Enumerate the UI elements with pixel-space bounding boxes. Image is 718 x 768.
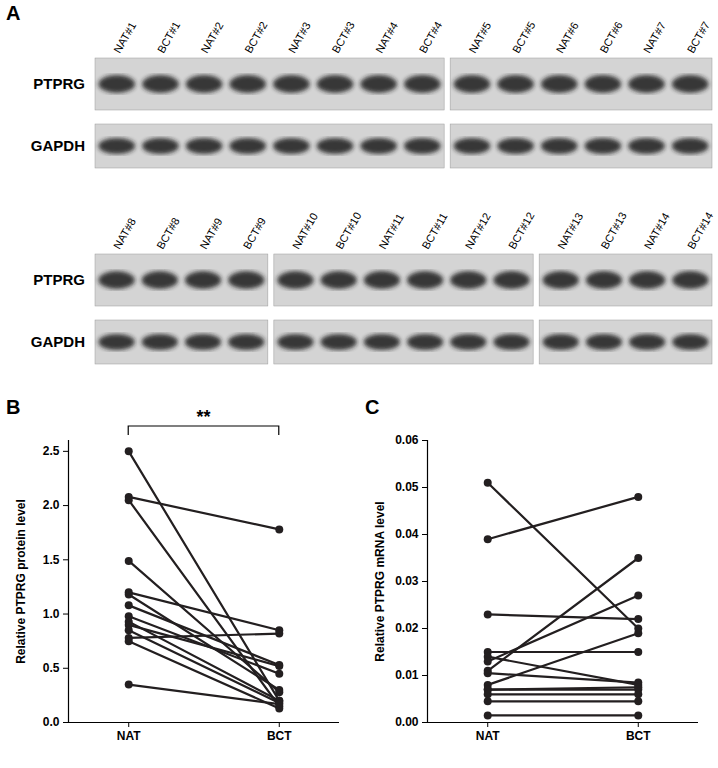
svg-text:BCT#13: BCT#13 [598,210,629,251]
svg-text:0.02: 0.02 [395,621,419,635]
svg-text:1.0: 1.0 [43,607,60,621]
svg-text:BCT#2: BCT#2 [242,19,270,55]
svg-text:Relative PTPRG mRNA level: Relative PTPRG mRNA level [373,501,387,661]
html-text:B: B [6,396,21,418]
svg-text:BCT#9: BCT#9 [241,215,269,251]
svg-text:2.0: 2.0 [43,498,60,512]
svg-text:NAT#10: NAT#10 [290,211,320,251]
svg-text:NAT: NAT [117,729,141,743]
svg-text:NAT#1: NAT#1 [111,20,138,55]
svg-text:Relative PTPRG protein level: Relative PTPRG protein level [14,499,28,664]
svg-text:0.03: 0.03 [395,574,419,588]
svg-text:0.04: 0.04 [395,527,419,541]
svg-text:BCT#3: BCT#3 [329,19,357,55]
svg-text:NAT#13: NAT#13 [555,211,585,251]
svg-text:NAT#5: NAT#5 [466,20,493,55]
svg-text:A: A [6,2,20,24]
svg-text:NAT#11: NAT#11 [376,211,406,251]
svg-text:BCT: BCT [626,729,651,743]
svg-text:NAT#14: NAT#14 [642,211,672,251]
svg-text:0.06: 0.06 [395,433,419,447]
svg-text:BCT#4: BCT#4 [417,19,445,55]
svg-text:0.01: 0.01 [395,668,419,682]
svg-text:NAT#6: NAT#6 [554,20,581,55]
svg-text:NAT#7: NAT#7 [641,20,668,55]
svg-text:NAT#12: NAT#12 [463,211,493,251]
svg-text:GAPDH: GAPDH [31,333,85,350]
svg-text:PTPRG: PTPRG [33,271,85,288]
svg-text:NAT#8: NAT#8 [111,216,138,251]
svg-text:NAT#2: NAT#2 [198,20,225,55]
svg-text:BCT#1: BCT#1 [155,19,183,55]
svg-text:BCT#5: BCT#5 [510,19,538,55]
svg-text:0.0: 0.0 [43,715,60,729]
svg-text:NAT: NAT [476,729,500,743]
svg-text:BCT#11: BCT#11 [419,211,449,251]
svg-text:PTPRG: PTPRG [33,75,85,92]
svg-text:BCT: BCT [267,729,292,743]
svg-text:BCT#12: BCT#12 [506,210,537,251]
svg-text:0.05: 0.05 [395,480,419,494]
svg-text:BCT#7: BCT#7 [685,19,713,55]
svg-text:BCT#14: BCT#14 [685,210,716,251]
svg-text:NAT#3: NAT#3 [286,20,313,55]
svg-text:0.5: 0.5 [43,661,60,675]
svg-text:BCT#10: BCT#10 [333,210,364,251]
svg-text:NAT#9: NAT#9 [197,216,224,251]
svg-text:NAT#4: NAT#4 [373,20,400,55]
svg-text:**: ** [196,407,210,427]
svg-text:0.00: 0.00 [395,715,419,729]
html-text:C: C [365,396,380,418]
svg-text:BCT#6: BCT#6 [597,19,625,55]
svg-text:BCT#8: BCT#8 [154,215,182,251]
svg-text:1.5: 1.5 [43,553,60,567]
svg-text:2.5: 2.5 [43,444,60,458]
svg-text:GAPDH: GAPDH [31,137,85,154]
